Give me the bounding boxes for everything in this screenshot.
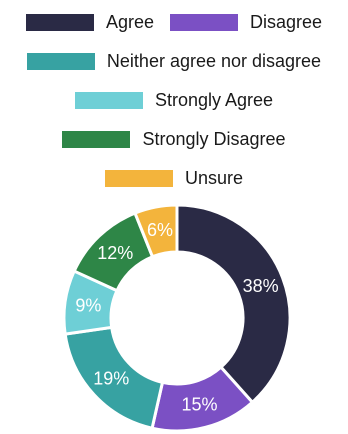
legend-row: Neither agree nor disagree [0, 48, 348, 74]
legend-row: Strongly Disagree [0, 126, 348, 152]
legend-item-agree: Agree [25, 11, 154, 33]
donut-chart: 38% 15% 19% 9% 12% 6% [62, 203, 292, 433]
legend-label-strongly-disagree: Strongly Disagree [142, 128, 286, 149]
legend-swatch-agree [25, 13, 94, 31]
slice-label-unsure: 6% [147, 220, 173, 240]
legend-row: Strongly Agree [0, 87, 348, 113]
slice-label-strongly-disagree: 12% [97, 243, 133, 263]
legend-row: Unsure [0, 165, 348, 191]
legend-label-neither: Neither agree nor disagree [106, 50, 322, 71]
slice-label-disagree: 15% [181, 395, 217, 415]
legend-item-strongly-agree: Strongly Agree [74, 89, 274, 111]
slice-label-neither: 19% [93, 369, 129, 389]
slice-label-strongly-agree: 9% [75, 295, 101, 315]
donut-slices [62, 203, 292, 433]
legend-label-strongly-agree: Strongly Agree [154, 89, 274, 110]
legend-label-agree: Agree [105, 11, 154, 32]
legend-swatch-strongly-agree [74, 91, 143, 109]
legend-swatch-unsure [104, 169, 173, 187]
slice-label-agree: 38% [243, 276, 279, 296]
legend-swatch-strongly-disagree [62, 130, 131, 148]
legend-item-disagree: Disagree [170, 12, 322, 33]
slice-agree [175, 203, 292, 405]
legend-item-strongly-disagree: Strongly Disagree [62, 128, 286, 150]
legend-swatch-disagree [170, 13, 238, 31]
legend-label-unsure: Unsure [184, 167, 244, 188]
legend-item-neither: Neither agree nor disagree [26, 50, 322, 72]
legend-row: Agree Disagree [0, 9, 348, 35]
chart-legend: Agree Disagree Neither agree nor disagre… [0, 0, 348, 200]
legend-item-unsure: Unsure [104, 167, 244, 189]
donut-labels: 38% 15% 19% 9% 12% 6% [75, 220, 278, 415]
legend-label-disagree: Disagree [250, 11, 323, 32]
legend-swatch-neither [26, 52, 95, 70]
slice-unsure [133, 203, 179, 259]
